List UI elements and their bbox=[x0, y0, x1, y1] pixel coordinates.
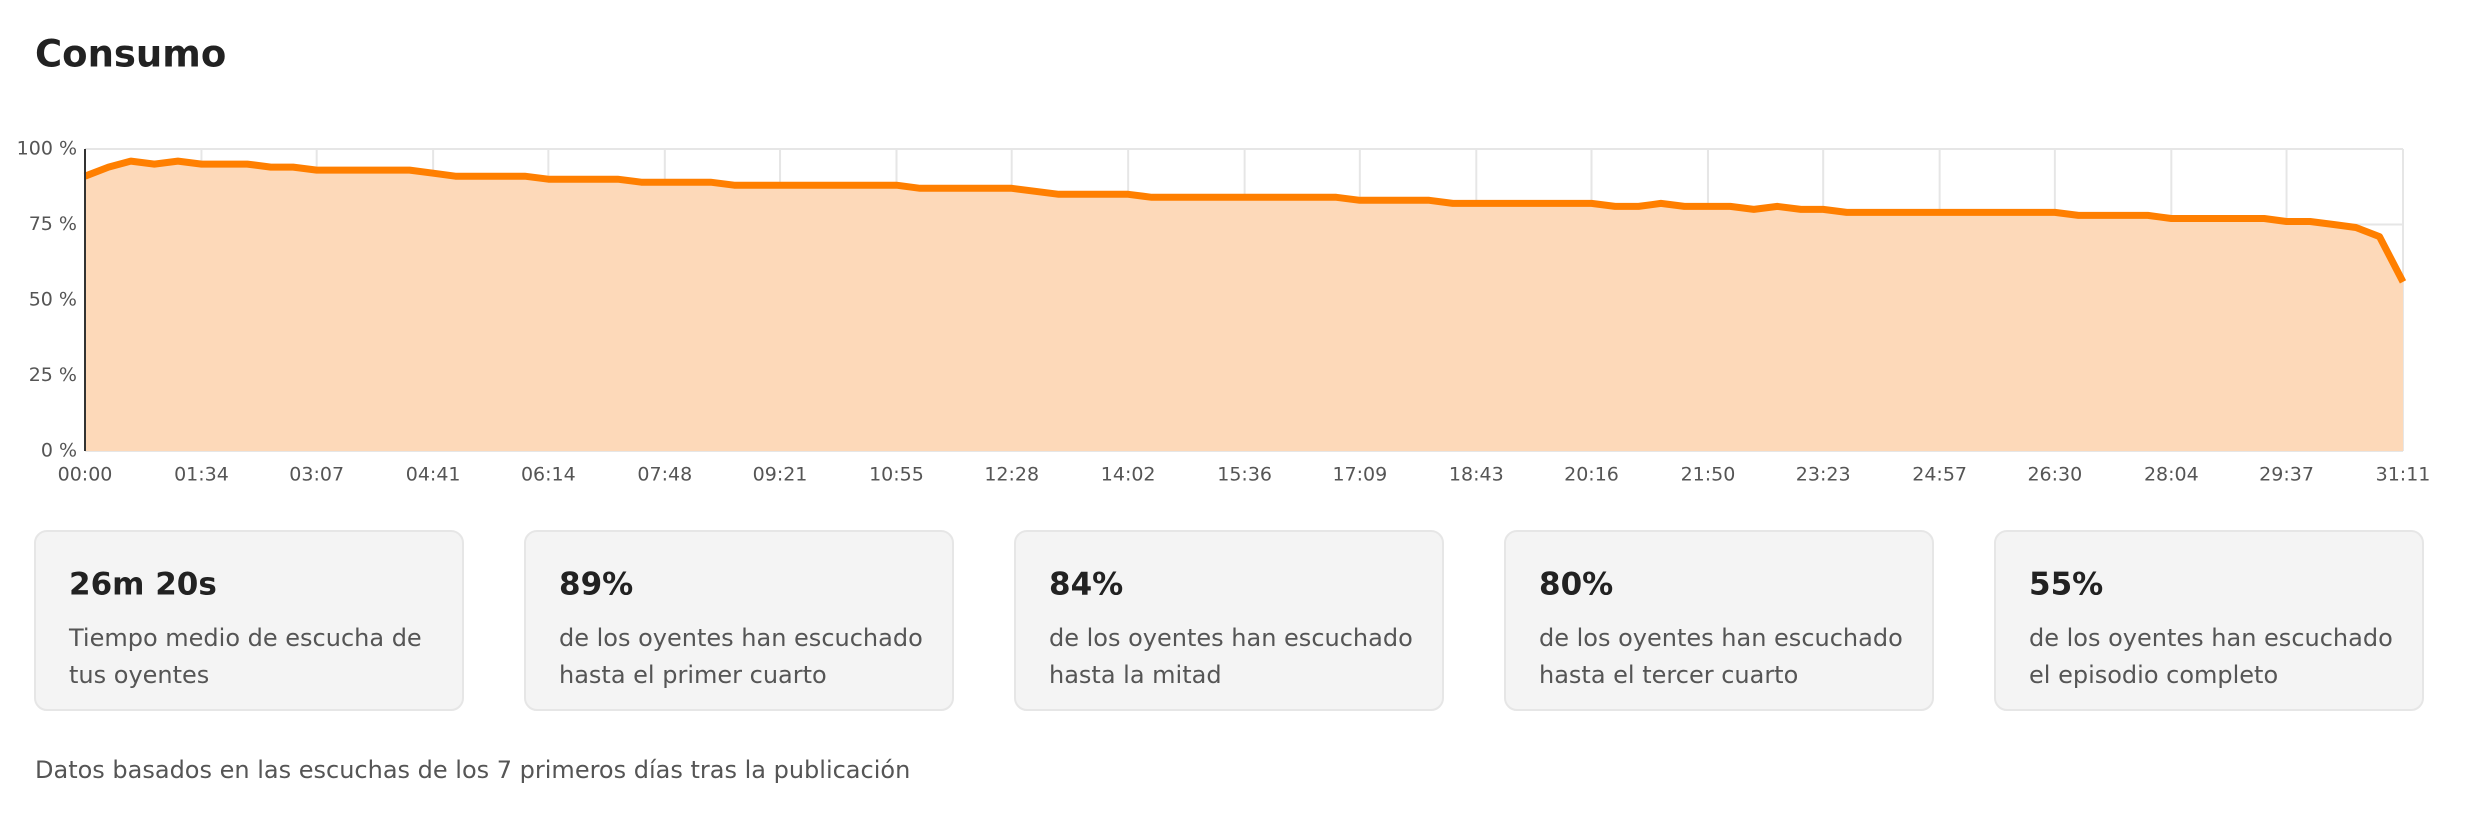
stat-label: de los oyentes han escuchado bbox=[1049, 624, 1413, 652]
stat-label: de los oyentes han escuchado bbox=[1539, 624, 1903, 652]
x-tick-label: 20:16 bbox=[1564, 464, 1619, 486]
stat-label: el episodio completo bbox=[2029, 661, 2278, 689]
stat-value: 55% bbox=[2029, 567, 2103, 603]
stat-label: hasta el tercer cuarto bbox=[1539, 661, 1798, 689]
stat-card bbox=[34, 530, 464, 711]
x-tick-label: 17:09 bbox=[1332, 464, 1387, 486]
line bbox=[83, 157, 2407, 284]
stat-value: 89% bbox=[559, 567, 633, 603]
x-tick-label: 29:37 bbox=[2259, 464, 2314, 486]
stat-card bbox=[1994, 530, 2424, 711]
stat-label: hasta la mitad bbox=[1049, 661, 1222, 689]
stat-card bbox=[1504, 530, 1934, 711]
stat-label: de los oyentes han escuchado bbox=[2029, 624, 2393, 652]
stat-label: de los oyentes han escuchado bbox=[559, 624, 923, 652]
footnote: Datos basados en las escuchas de los 7 p… bbox=[35, 756, 910, 784]
x-tick-label: 26:30 bbox=[2027, 464, 2082, 486]
stat-value: 84% bbox=[1049, 567, 1123, 603]
page-title: Consumo bbox=[35, 33, 226, 76]
x-tick-label: 03:07 bbox=[289, 464, 344, 486]
stat-value: 26m 20s bbox=[69, 567, 217, 603]
stat-label: hasta el primer cuarto bbox=[559, 661, 827, 689]
stat-value: 80% bbox=[1539, 567, 1613, 603]
x-tick-label: 15:36 bbox=[1217, 464, 1272, 486]
x-tick-label: 04:41 bbox=[406, 464, 461, 486]
x-tick-label: 31:11 bbox=[2376, 464, 2431, 486]
y-tick-label: 0 % bbox=[41, 440, 77, 462]
x-tick-label: 24:57 bbox=[1912, 464, 1967, 486]
x-tick-label: 00:00 bbox=[58, 464, 113, 486]
x-tick-label: 01:34 bbox=[174, 464, 229, 486]
stat-label: Tiempo medio de escucha de bbox=[68, 624, 422, 652]
y-tick-label: 25 % bbox=[29, 364, 77, 386]
x-tick-label: 07:48 bbox=[637, 464, 692, 486]
y-tick-label: 75 % bbox=[29, 213, 77, 235]
y-tick-label: 50 % bbox=[29, 289, 77, 311]
x-tick-label: 12:28 bbox=[984, 464, 1039, 486]
x-tick-label: 18:43 bbox=[1449, 464, 1504, 486]
y-tick-label: 100 % bbox=[17, 138, 77, 160]
x-tick-label: 21:50 bbox=[1681, 464, 1736, 486]
x-tick-label: 06:14 bbox=[521, 464, 576, 486]
stat-label: tus oyentes bbox=[69, 661, 209, 689]
x-tick-label: 14:02 bbox=[1101, 464, 1156, 486]
x-tick-label: 10:55 bbox=[869, 464, 924, 486]
x-tick-label: 23:23 bbox=[1796, 464, 1851, 486]
x-tick-label: 09:21 bbox=[753, 464, 808, 486]
stat-card bbox=[1014, 530, 1444, 711]
stat-card bbox=[524, 530, 954, 711]
area bbox=[85, 161, 2403, 451]
x-tick-label: 28:04 bbox=[2144, 464, 2199, 486]
